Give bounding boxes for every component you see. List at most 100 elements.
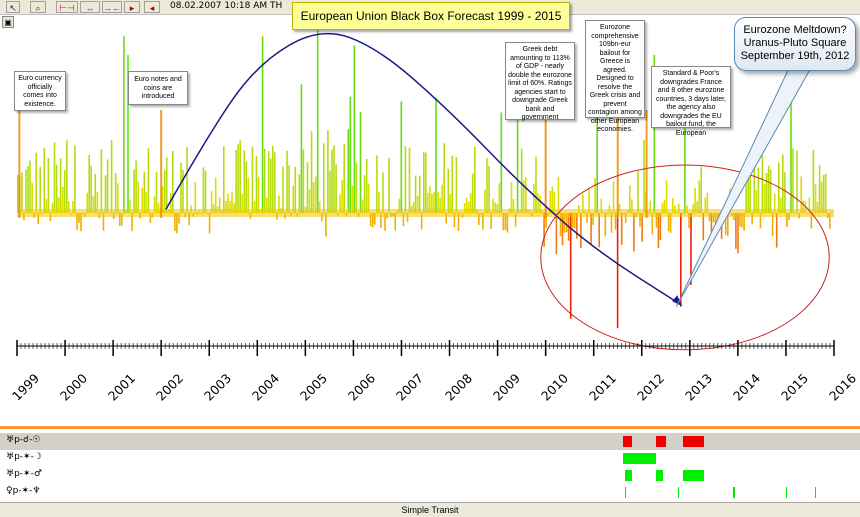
bar — [359, 111, 362, 213]
bar — [212, 204, 215, 213]
bar — [121, 213, 123, 226]
bar — [800, 176, 802, 213]
bar — [551, 186, 554, 213]
bar — [690, 213, 692, 285]
bar — [496, 203, 498, 213]
bar — [582, 194, 584, 213]
bar — [157, 203, 160, 213]
bar — [594, 177, 596, 213]
bar — [669, 213, 672, 233]
bar — [25, 169, 27, 213]
bar — [90, 165, 92, 213]
bar — [512, 199, 515, 213]
bar — [43, 147, 46, 213]
bar — [749, 171, 751, 213]
bar — [490, 213, 492, 229]
bar — [739, 213, 741, 227]
bar — [351, 185, 354, 213]
bar — [66, 140, 68, 213]
bar — [767, 165, 770, 213]
bar — [471, 173, 474, 213]
forecast-curve — [165, 32, 681, 305]
range-tool-3-button[interactable]: →← — [102, 1, 122, 13]
bar — [333, 145, 335, 213]
bar — [314, 176, 317, 213]
bar — [469, 193, 472, 213]
bar — [478, 213, 480, 225]
bar — [649, 200, 651, 213]
bar — [671, 198, 674, 213]
bar — [243, 150, 246, 213]
bar — [535, 156, 537, 213]
bar — [576, 213, 578, 239]
highlight-callout: Eurozone Meltdown? Uranus-Pluto Square S… — [734, 17, 856, 71]
bar — [53, 142, 56, 213]
bar — [194, 182, 197, 213]
transit-row-2[interactable]: ♅p-✶-☽ — [0, 450, 860, 467]
bar — [657, 213, 660, 248]
bar — [747, 162, 749, 213]
bar — [763, 183, 766, 213]
bar — [639, 213, 641, 227]
bar — [631, 199, 633, 213]
bar — [614, 213, 617, 230]
bar — [812, 150, 815, 213]
bar — [467, 201, 470, 213]
bar — [559, 213, 562, 237]
floppy-disk-icon: ▣ — [4, 18, 12, 27]
bar — [492, 198, 494, 213]
bar — [598, 213, 600, 248]
bar — [818, 165, 821, 213]
note-greek-debt: Greek debt amounting to 113% of GDP - ne… — [505, 42, 575, 121]
bar — [55, 164, 58, 213]
bar — [702, 213, 705, 241]
bar — [245, 161, 248, 213]
bar — [306, 162, 309, 213]
bar — [78, 213, 80, 223]
pointer-tool-button[interactable]: ↖ — [6, 1, 20, 13]
bar — [792, 148, 794, 213]
note-euro-currency: Euro currency officially comes into exis… — [14, 71, 66, 111]
status-bar: Simple Transit — [0, 502, 860, 517]
bar — [255, 156, 258, 213]
save-button[interactable]: ▣ — [2, 16, 14, 28]
bar — [335, 164, 337, 213]
bar — [29, 160, 31, 213]
transit-bar — [624, 487, 627, 498]
transit-label: ♀p-✶-♆ — [6, 486, 41, 496]
transit-row-4[interactable]: ♀p-✶-♆ — [0, 484, 860, 501]
range-tool-2-button[interactable]: ↔ — [80, 1, 100, 13]
bar — [453, 213, 456, 228]
bar — [47, 158, 50, 213]
bar — [514, 213, 517, 227]
bar — [618, 203, 621, 213]
transit-row-3[interactable]: ♅p-✶-♂ — [0, 467, 860, 484]
zoom-tool-button[interactable]: ⌕ — [30, 1, 46, 13]
bar — [753, 159, 756, 213]
bar — [465, 197, 468, 213]
range-tool-1-button[interactable]: ⊢⊣ — [56, 1, 78, 13]
bar — [500, 112, 503, 213]
bar — [727, 213, 729, 237]
prev-button[interactable]: ◂ — [144, 1, 160, 13]
transit-label: ♅p-✶-☽ — [6, 452, 42, 462]
bar — [504, 213, 507, 230]
bar — [110, 140, 113, 213]
transit-row-1[interactable]: ♅p-☌-☉ — [0, 433, 860, 450]
bar — [265, 197, 268, 213]
bar — [302, 149, 305, 213]
bar — [398, 198, 401, 213]
bar — [537, 193, 539, 213]
bar — [172, 151, 174, 213]
bar — [482, 213, 484, 230]
bar — [706, 192, 709, 213]
bar — [696, 201, 698, 213]
bar — [420, 213, 423, 230]
bar — [145, 191, 148, 213]
bar — [94, 173, 97, 213]
bar — [425, 152, 427, 213]
bar — [533, 183, 535, 213]
next-button[interactable]: ▸ — [124, 1, 140, 13]
bar — [423, 151, 425, 213]
bar — [251, 146, 254, 213]
